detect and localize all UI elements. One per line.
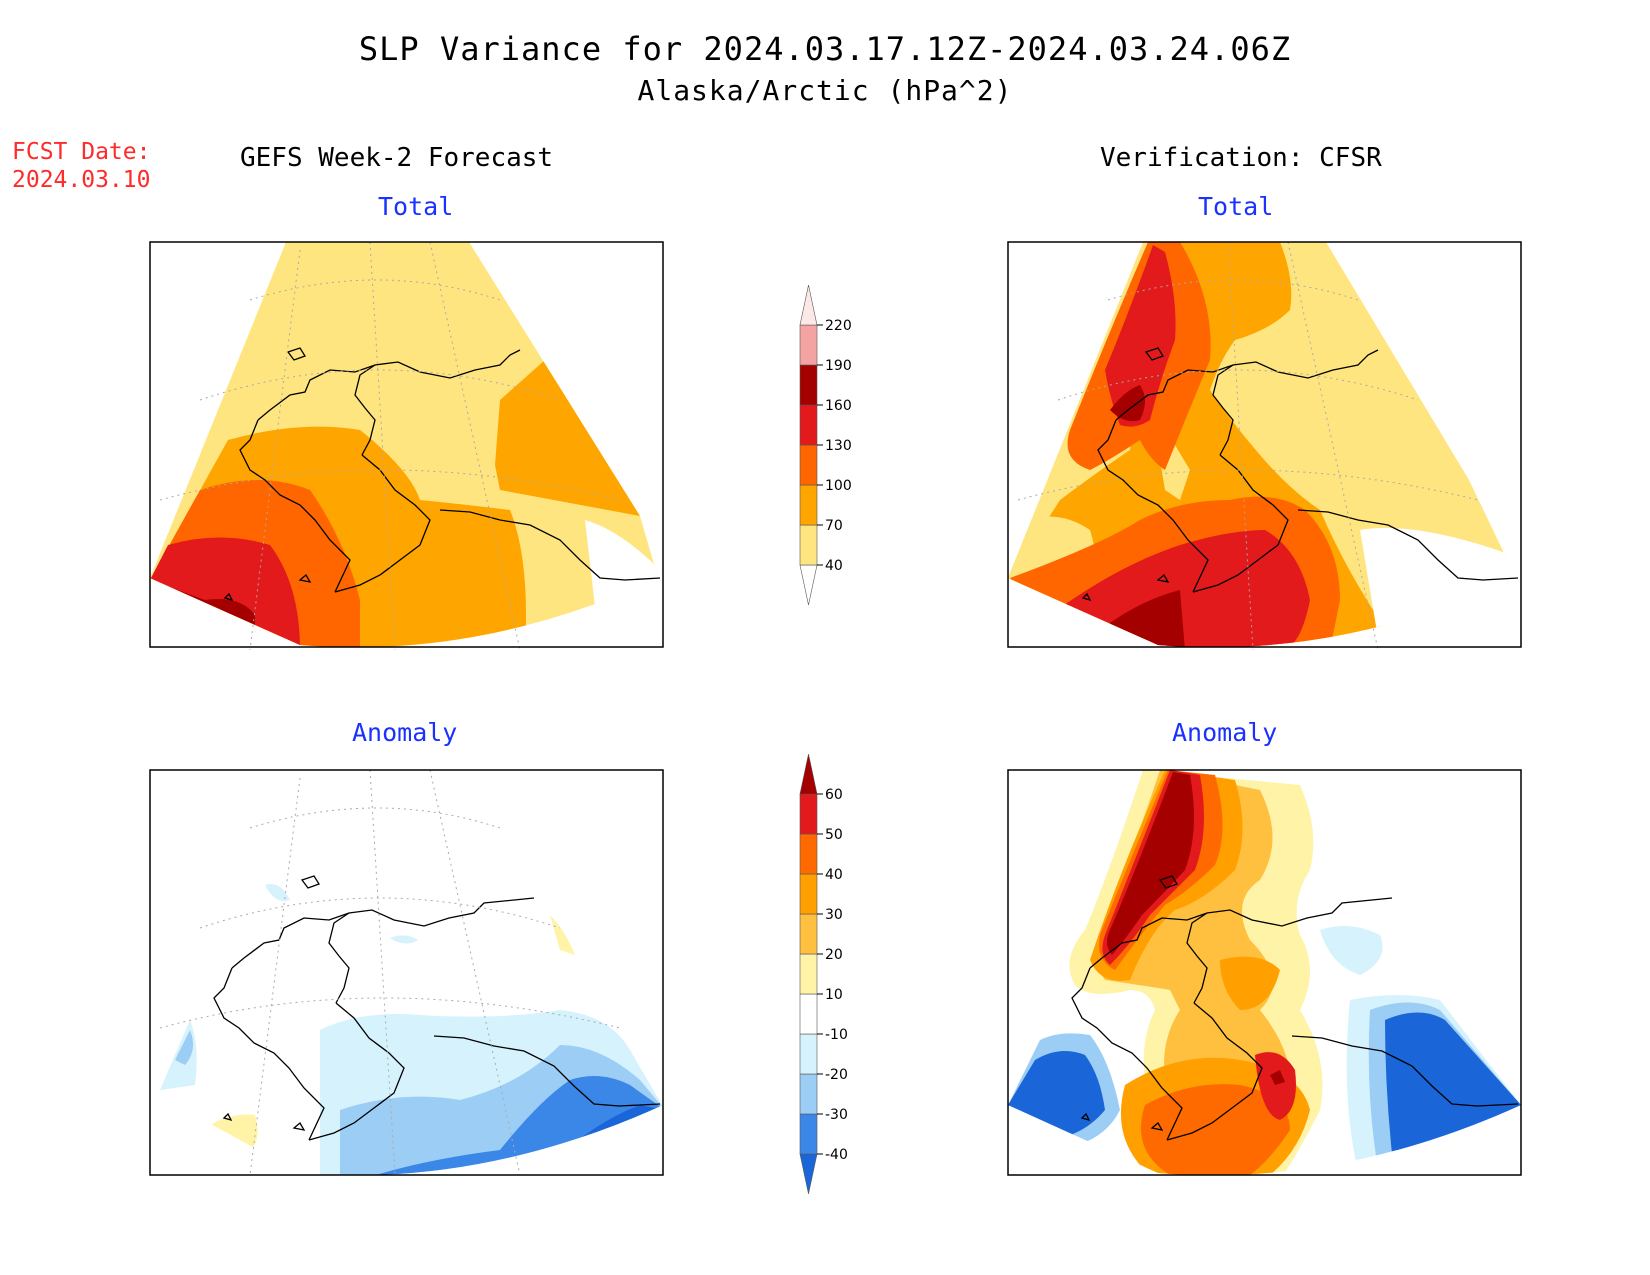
graticule-forecast-anomaly <box>159 769 621 1176</box>
column-heading-forecast: GEFS Week-2 Forecast <box>240 143 554 173</box>
coastline-verification-total <box>1081 347 1519 602</box>
colorbar-anomaly-bin-0 <box>799 1153 818 1195</box>
coastline-forecast-total <box>223 347 661 602</box>
colorbar-total-label-4: 160 <box>825 398 852 414</box>
coastline-forecast-anomaly <box>213 875 661 1141</box>
colorbar-anomaly-label-2: -20 <box>825 1067 848 1083</box>
graticule-verification-total <box>1017 241 1479 651</box>
colorbar-total-label-6: 220 <box>825 318 852 334</box>
colorbar-anomaly-label-8: 50 <box>825 827 843 843</box>
frame-verification-anomaly <box>1007 769 1522 1176</box>
colorbar-total-bin-2 <box>799 484 818 526</box>
colorbar-anomaly-label-6: 30 <box>825 907 843 923</box>
colorbar-total-bin-4 <box>799 404 818 446</box>
coastline-verification-anomaly <box>1071 875 1519 1141</box>
colorbar-total-bin-1 <box>799 524 818 566</box>
colorbar-total-bin-6 <box>799 324 818 366</box>
colorbar-anomaly-label-4: 10 <box>825 987 843 1003</box>
colorbar-anomaly-bin-5 <box>799 953 818 995</box>
colorbar-total-bin-5 <box>799 364 818 406</box>
panel-title-forecast-anomaly: Anomaly <box>352 718 458 747</box>
map-verification-total <box>1008 241 1519 651</box>
colorbar-anomaly-bin-9 <box>799 793 818 835</box>
forecast-date-value: 2024.03.10 <box>12 167 151 193</box>
graticule-forecast-total <box>159 241 621 651</box>
colorbar-anomaly-label-9: 60 <box>825 787 843 803</box>
colorbar-anomaly-label-3: -10 <box>825 1027 848 1043</box>
colorbar-total-bin-7 <box>799 284 818 326</box>
column-heading-verification: Verification: CFSR <box>1100 143 1382 173</box>
panel-title-verification-total: Total <box>1198 192 1274 221</box>
main-title: SLP Variance for 2024.03.17.12Z-2024.03.… <box>0 30 1650 107</box>
colorbar-total: 40 70 100 130 160 190 220 <box>799 284 852 606</box>
colorbar-total-label-3: 130 <box>825 438 852 454</box>
frame-forecast-total <box>149 241 664 648</box>
colorbar-anomaly-bin-7 <box>799 873 818 915</box>
colorbar-anomaly-bin-8 <box>799 833 818 875</box>
colorbar-anomaly-label-1: -30 <box>825 1107 848 1123</box>
panel-title-forecast-total: Total <box>378 192 454 221</box>
colorbar-total-label-2: 100 <box>825 478 852 494</box>
panel-title-verification-anomaly: Anomaly <box>1172 718 1278 747</box>
frame-forecast-anomaly <box>149 769 664 1176</box>
colorbar-anomaly-bin-1 <box>799 1113 818 1155</box>
map-forecast-total <box>150 241 661 651</box>
forecast-date: FCST Date: 2024.03.10 <box>12 138 150 194</box>
forecast-date-label: FCST Date: <box>12 139 151 165</box>
colorbar-anomaly-label-5: 20 <box>825 947 843 963</box>
map-verification-anomaly <box>1008 770 1521 1176</box>
colorbar-total-label-0: 40 <box>825 558 843 574</box>
colorbar-anomaly-bin-4 <box>799 993 818 1035</box>
colorbar-anomaly-label-7: 40 <box>825 867 843 883</box>
colorbar-total-bin-3 <box>799 444 818 486</box>
colorbar-anomaly-bin-2 <box>799 1073 818 1115</box>
frame-verification-total <box>1007 241 1522 648</box>
colorbar-total-label-1: 70 <box>825 518 843 534</box>
colorbar-total-bin-0 <box>799 564 818 606</box>
colorbar-total-label-5: 190 <box>825 358 852 374</box>
colorbar-anomaly: -40 -30 -20 -10 10 20 30 40 50 60 <box>799 753 848 1195</box>
colorbar-anomaly-bin-10 <box>799 753 818 795</box>
title-line-1: SLP Variance for 2024.03.17.12Z-2024.03.… <box>358 30 1292 68</box>
colorbar-anomaly-bin-3 <box>799 1033 818 1075</box>
colorbar-anomaly-bin-6 <box>799 913 818 955</box>
title-line-2: Alaska/Arctic (hPa^2) <box>637 74 1013 107</box>
map-forecast-anomaly <box>158 769 663 1176</box>
colorbar-anomaly-label-0: -40 <box>825 1147 848 1163</box>
